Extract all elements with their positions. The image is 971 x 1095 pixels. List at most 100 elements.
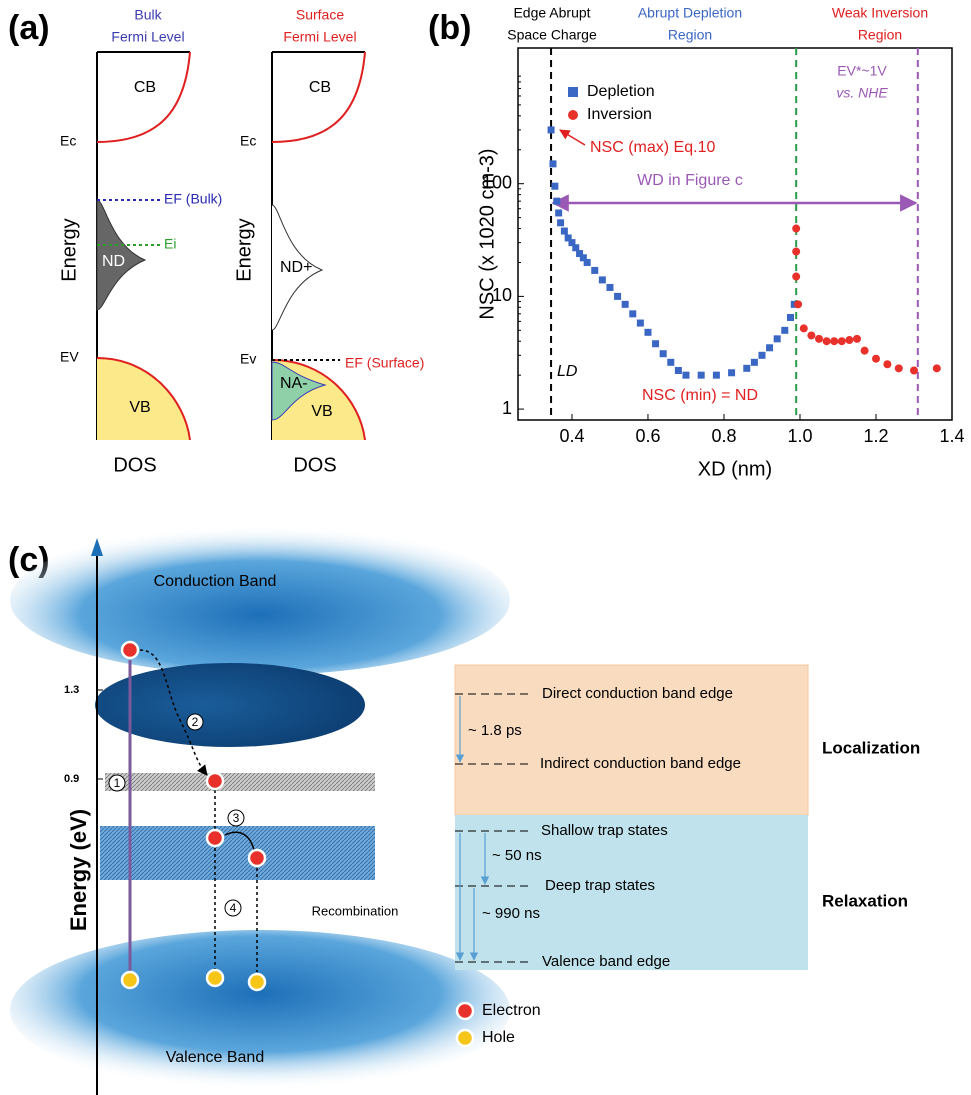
x-tick-label: 0.8 (711, 426, 736, 446)
point (698, 372, 705, 379)
point (606, 284, 613, 291)
point (637, 320, 644, 327)
y-label: Energy (233, 218, 255, 281)
electron (249, 850, 265, 866)
step: 2 (192, 715, 199, 729)
step: 3 (233, 811, 240, 825)
point (548, 126, 555, 133)
point (549, 160, 556, 167)
title: Fermi Level (111, 29, 184, 45)
band-label: Valence Band (166, 1049, 264, 1066)
ei-label: Ei (164, 236, 176, 252)
point (591, 267, 598, 274)
annotation: Edge Abrupt (513, 5, 590, 21)
point (766, 344, 773, 351)
point (792, 273, 800, 281)
x-tick-label: 0.4 (559, 426, 584, 446)
hole (249, 974, 265, 990)
point (728, 369, 735, 376)
point (895, 364, 903, 372)
x-tick-label: 1.2 (863, 426, 888, 446)
region-label: Localization (822, 738, 920, 757)
point (845, 336, 853, 344)
cb-label: CB (134, 79, 156, 96)
point (758, 352, 765, 359)
point (792, 248, 800, 256)
annotation: EV*~1V (837, 63, 887, 79)
point (557, 219, 564, 226)
point (652, 340, 659, 347)
title: Fermi Level (283, 29, 356, 45)
level-label: Valence band edge (542, 953, 670, 970)
annotation: Weak Inversion (832, 5, 928, 21)
point (644, 329, 651, 336)
title: Bulk (134, 7, 162, 23)
region-label: Relaxation (822, 891, 908, 910)
point (743, 365, 750, 372)
point (584, 259, 591, 266)
y-tick-label: 1 (502, 398, 512, 418)
point (774, 335, 781, 342)
annotation: Space Charge (507, 27, 597, 43)
deep-traps (100, 826, 375, 880)
point (660, 350, 667, 357)
vb-label: VB (311, 403, 332, 420)
annotation-arrow (560, 130, 585, 145)
point (794, 300, 802, 308)
x-tick-label: 1.4 (939, 426, 964, 446)
point (599, 276, 606, 283)
level-label: Indirect conduction band edge (540, 755, 741, 772)
point (713, 372, 720, 379)
panel-c: (c) 1.3 0.9 Energy (eV) Conduction Band … (8, 525, 920, 1095)
nd-label: ND (102, 253, 125, 270)
panel-b: (b) Edge Abrupt Space Charge Abrupt Depl… (428, 5, 965, 481)
legend-marker (568, 110, 578, 120)
point (622, 301, 629, 308)
annotation: NSC (max) Eq.10 (590, 139, 715, 156)
x-tick-label: 0.6 (635, 426, 660, 446)
point (815, 335, 823, 343)
surface-diagram: Surface Fermi Level CB VB Ec Ev EF (Surf… (233, 7, 424, 477)
hole (207, 970, 223, 986)
electron (207, 830, 223, 846)
level-label: Shallow trap states (541, 822, 668, 839)
point (551, 183, 558, 190)
ef-label: EF (Surface) (345, 355, 424, 371)
ev-label: EV (60, 349, 79, 365)
point (800, 324, 808, 332)
point (682, 372, 689, 379)
electron (207, 773, 223, 789)
point (629, 310, 636, 317)
figure: (a) Bulk Fermi Level CB VB Ec EV EF (Bul… (0, 0, 971, 1095)
legend-label: Inversion (587, 106, 652, 123)
indirect-band (95, 663, 365, 747)
conduction-band (10, 525, 510, 675)
point (910, 366, 918, 374)
legend-marker (457, 1003, 473, 1019)
annotation: LD (557, 363, 578, 380)
point (823, 337, 831, 345)
point (861, 347, 869, 355)
panel-label: (a) (8, 9, 50, 47)
title: Surface (296, 7, 344, 23)
ev-label: Ev (240, 351, 256, 367)
x-tick-label: 1.0 (787, 426, 812, 446)
point (872, 355, 880, 363)
timescale: ~ 990 ns (482, 905, 540, 922)
annotation: Region (858, 27, 902, 43)
cb-edge (272, 52, 365, 142)
y-label: Energy (eV) (66, 809, 91, 931)
legend-label: Electron (482, 1002, 541, 1019)
tick-label: 1.3 (64, 684, 79, 696)
x-label: DOS (113, 454, 156, 476)
label: Recombination (312, 903, 399, 918)
timescale: ~ 50 ns (492, 847, 542, 864)
legend-marker (568, 87, 578, 97)
level-label: Deep trap states (545, 877, 655, 894)
hole (122, 972, 138, 988)
point (933, 364, 941, 372)
point (675, 367, 682, 374)
point (555, 209, 562, 216)
y-tick-label: 10 (492, 285, 512, 305)
y-label: Energy (58, 218, 80, 281)
